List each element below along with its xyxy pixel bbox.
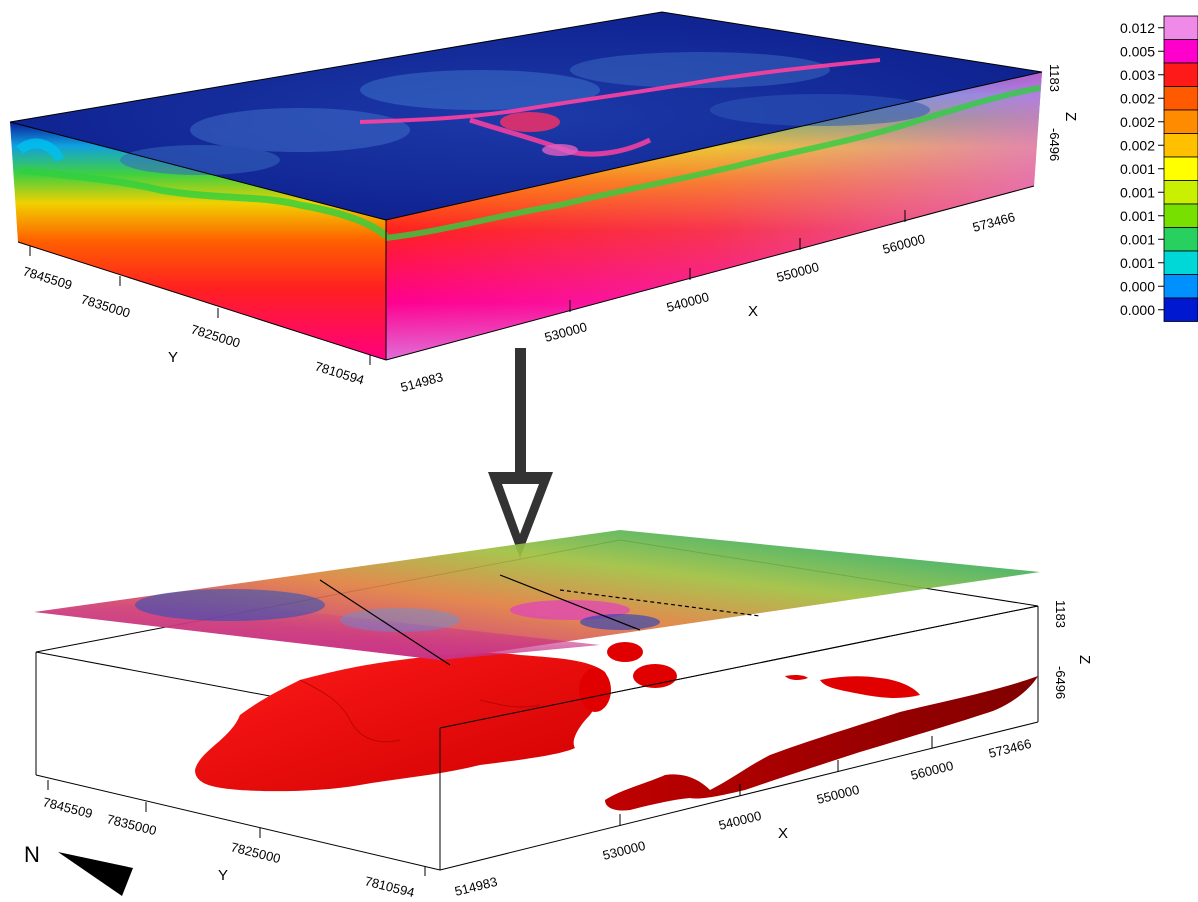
top-x-axis-ticks bbox=[569, 210, 906, 312]
top-x-axis-label: X bbox=[748, 303, 758, 320]
top-x-tick-5: 560000 bbox=[881, 231, 927, 257]
color-bar-label: 0.002 bbox=[1120, 90, 1155, 106]
color-bar-swatch bbox=[1163, 109, 1198, 134]
color-bar-label: 0.000 bbox=[1120, 302, 1155, 318]
color-bar-label: 0.001 bbox=[1120, 184, 1155, 200]
main-ore-body bbox=[195, 652, 609, 792]
bottom-block: 7845509 7835000 7825000 7810594 Y 514983… bbox=[34, 530, 1093, 900]
east-ore-body bbox=[605, 676, 1038, 811]
color-bar: 0.012 0.005 0.003 0.002 0.002 0.002 0.001 0.001… bbox=[1120, 15, 1198, 322]
color-bar-label: 0.001 bbox=[1120, 208, 1155, 224]
isosurface-bodies bbox=[195, 642, 1038, 811]
bottom-x-tick-5: 560000 bbox=[909, 758, 955, 783]
bottom-z-tick-1: 1183 bbox=[1053, 600, 1068, 628]
color-bar-swatch bbox=[1163, 180, 1198, 205]
bottom-y-tick-4: 7810594 bbox=[363, 873, 416, 900]
color-bar-swatch bbox=[1163, 274, 1198, 299]
north-label: N bbox=[24, 842, 40, 867]
color-bar-label: 0.002 bbox=[1120, 137, 1155, 153]
bottom-x-axis-ticks bbox=[619, 736, 933, 826]
color-bar-swatch bbox=[1163, 133, 1198, 158]
color-bar-swatch bbox=[1163, 297, 1198, 322]
top-z-axis-label: Z bbox=[1062, 112, 1079, 121]
color-bar-label: 0.002 bbox=[1120, 114, 1155, 130]
bottom-x-tick-6: 573466 bbox=[987, 736, 1033, 761]
north-arrow: N bbox=[24, 842, 133, 896]
top-y-axis-label: Y bbox=[168, 349, 178, 366]
bottom-x-axis-label: X bbox=[778, 825, 788, 842]
color-bar-swatch bbox=[1163, 227, 1198, 252]
top-x-tick-1: 514983 bbox=[399, 369, 445, 395]
color-bar-label: 0.001 bbox=[1120, 161, 1155, 177]
color-bar-label: 0.000 bbox=[1120, 278, 1155, 294]
bottom-z-axis-label: Z bbox=[1076, 655, 1093, 664]
color-bar-swatch bbox=[1163, 156, 1198, 181]
top-z-tick-2: -6496 bbox=[1047, 128, 1062, 161]
color-bar-label: 0.001 bbox=[1120, 231, 1155, 247]
bottom-y-tick-3: 7825000 bbox=[229, 839, 282, 866]
bottom-y-axis-ticks bbox=[47, 780, 426, 876]
bottom-x-tick-4: 550000 bbox=[815, 782, 861, 807]
top-y-tick-1: 7845509 bbox=[21, 264, 74, 293]
color-bar-swatch bbox=[1163, 203, 1198, 228]
color-bar-label: 0.001 bbox=[1120, 255, 1155, 271]
color-bar-swatch bbox=[1163, 250, 1198, 275]
top-y-tick-4: 7810594 bbox=[313, 359, 366, 388]
color-bar-label: 0.012 bbox=[1120, 20, 1155, 36]
bottom-x-tick-3: 540000 bbox=[717, 808, 763, 833]
top-z-tick-1: 1183 bbox=[1047, 64, 1062, 92]
color-bar-label: 0.005 bbox=[1120, 43, 1155, 59]
down-arrow bbox=[488, 348, 553, 558]
color-bar-swatch bbox=[1163, 62, 1198, 87]
top-x-tick-2: 530000 bbox=[543, 319, 589, 345]
bottom-x-tick-2: 530000 bbox=[601, 838, 647, 863]
bottom-y-tick-2: 7835000 bbox=[105, 811, 158, 838]
top-y-tick-2: 7835000 bbox=[79, 292, 132, 321]
bottom-y-axis-label: Y bbox=[218, 867, 228, 884]
north-arrow-icon bbox=[58, 852, 133, 896]
color-bar-swatch bbox=[1163, 15, 1198, 40]
bottom-x-tick-1: 514983 bbox=[453, 874, 499, 899]
section-plane bbox=[34, 530, 1040, 666]
color-bar-label: 0.003 bbox=[1120, 67, 1155, 83]
top-x-tick-4: 550000 bbox=[775, 259, 821, 285]
top-block: 7845509 7835000 7825000 7810594 Y 514983… bbox=[9, 11, 1079, 395]
top-x-tick-6: 573466 bbox=[971, 209, 1017, 235]
top-x-tick-3: 540000 bbox=[665, 289, 711, 315]
color-bar-swatch bbox=[1163, 86, 1198, 111]
bottom-y-tick-1: 7845509 bbox=[41, 794, 94, 821]
top-y-axis-ticks bbox=[29, 246, 371, 365]
bottom-z-tick-2: -6496 bbox=[1053, 666, 1068, 699]
color-bar-swatch bbox=[1163, 39, 1198, 64]
top-y-tick-3: 7825000 bbox=[189, 322, 242, 351]
